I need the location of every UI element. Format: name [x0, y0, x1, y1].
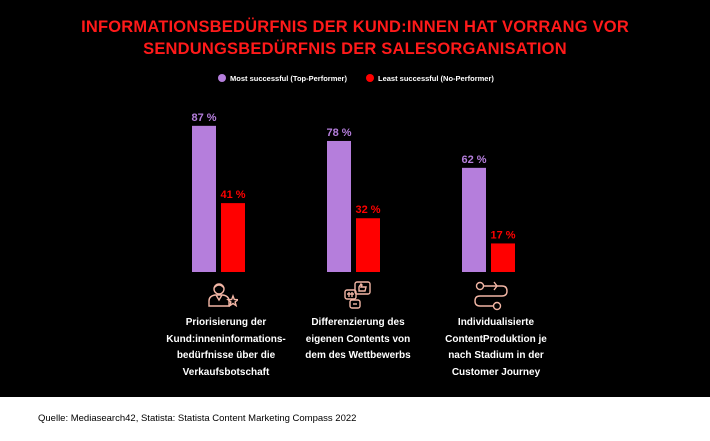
- bar-top-2: [327, 140, 351, 272]
- category-label-2-line-1: Differenzierung des: [311, 317, 405, 328]
- legend-label-least: Least successful (No-Performer): [378, 74, 494, 83]
- bar-top-1: [192, 125, 216, 272]
- category-label-2: Differenzierung des eigenen Contents von d…: [288, 315, 428, 365]
- chart-title-line-2: SENDUNGSBEDÜRFNIS DER SALESORGANISATION: [143, 40, 567, 58]
- chart-panel: [0, 0, 710, 397]
- legend-swatch-top: [218, 74, 226, 82]
- data-label-least-3: 17 %: [490, 229, 515, 241]
- bar-chart: 87 % 78 % 62 % 41 % 32 % 17 %: [191, 112, 516, 272]
- bar-least-2: [356, 218, 380, 272]
- category-label-3-line-1: Individualisierte: [457, 317, 535, 328]
- data-label-least-1: 41 %: [220, 189, 245, 201]
- data-label-top-1: 87 %: [191, 112, 216, 124]
- category-label-1-line-3: bedürfnisse über die: [176, 350, 276, 361]
- legend-item-top: Most successful (Top-Performer): [218, 74, 347, 83]
- category-label-2-line-3: dem des Wettbewerbs: [305, 350, 411, 361]
- legend-label-top: Most successful (Top-Performer): [230, 74, 347, 83]
- bar-least-1: [221, 203, 245, 272]
- chart-title-line-1: INFORMATIONSBEDÜRFNIS DER KUND:INNEN HAT…: [81, 18, 629, 36]
- legend-swatch-least: [366, 74, 374, 82]
- category-label-1-line-2: Kund:inneninformations-: [166, 333, 286, 345]
- person-star-icon: [208, 283, 238, 307]
- category-label-3-line-4: Customer Journey: [451, 366, 541, 378]
- category-label-3: Individualisierte ContentProduktion je nac…: [426, 315, 566, 381]
- bar-top-3: [462, 167, 486, 272]
- category-label-3-line-2: ContentProduktion je: [445, 333, 547, 345]
- category-label-1-line-1: Priorisierung der: [185, 317, 267, 328]
- category-label-3-line-3: nach Stadium in der: [448, 350, 544, 361]
- chat-thumbs-up-icon: [344, 281, 371, 309]
- data-label-top-2: 78 %: [326, 127, 351, 139]
- data-label-least-2: 32 %: [355, 204, 380, 216]
- category-label-1: Priorisierung der Kund:inneninformations-…: [156, 315, 296, 381]
- category-label-2-line-2: eigenen Contents von: [305, 333, 411, 345]
- category-label-1-line-4: Verkaufsbotschaft: [182, 366, 270, 378]
- journey-path-icon: [474, 281, 508, 311]
- bar-least-3: [491, 243, 515, 272]
- source-note: Quelle: Mediasearch42, Statista: Statist…: [38, 413, 357, 424]
- data-label-top-3: 62 %: [461, 154, 486, 166]
- legend-item-least: Least successful (No-Performer): [366, 74, 494, 83]
